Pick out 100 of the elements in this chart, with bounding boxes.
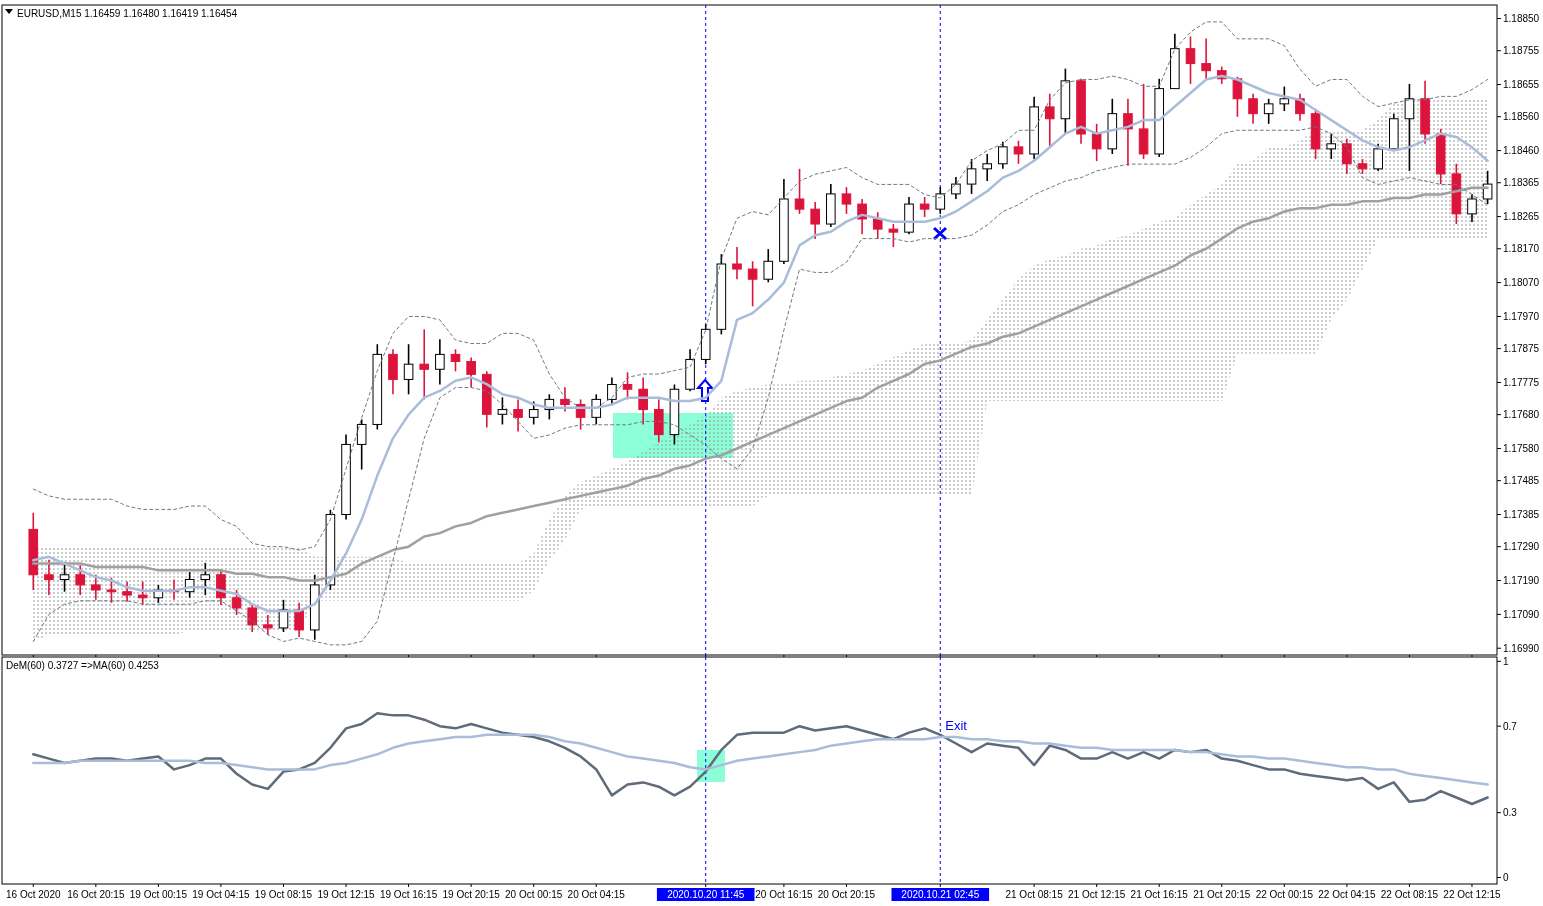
candlestick xyxy=(137,580,148,606)
candlestick xyxy=(1467,193,1477,223)
line-series xyxy=(32,21,1489,551)
line-series xyxy=(32,711,1489,806)
candlestick xyxy=(763,248,774,284)
candlestick xyxy=(435,338,445,386)
candlestick xyxy=(888,223,899,248)
x-tick-label: 19 Oct 08:15 xyxy=(254,889,313,900)
y-tick-label: 1.17090 xyxy=(1503,608,1540,620)
y-tick-label: 1.17970 xyxy=(1503,310,1540,322)
candlestick xyxy=(591,393,602,426)
candlestick xyxy=(200,562,211,596)
x-tick-label: 19 Oct 12:15 xyxy=(317,889,376,900)
candlestick xyxy=(747,260,758,308)
candlestick xyxy=(919,196,930,218)
candlestick xyxy=(466,356,476,389)
x-tick-label: 20 Oct 16:15 xyxy=(755,889,813,900)
y-tick-label: 1.18265 xyxy=(1503,211,1540,223)
x-tick-label: 19 Oct 16:15 xyxy=(379,889,438,900)
y-tick-label: 1.18655 xyxy=(1503,79,1540,91)
candlestick xyxy=(1342,137,1352,175)
candlestick xyxy=(1404,83,1415,172)
y-tick-label: 1.17190 xyxy=(1503,575,1540,587)
candlestick xyxy=(106,577,117,604)
candlestick xyxy=(935,186,946,215)
x-tick-label: 19 Oct 04:15 xyxy=(192,889,250,900)
candlestick xyxy=(44,559,54,596)
x-tick-label: 22 Oct 08:15 xyxy=(1380,889,1439,900)
x-tick-label: 21 Oct 16:15 xyxy=(1130,889,1189,900)
candlestick xyxy=(1279,85,1290,112)
x-tick-label: 2020.10.21 02:45 xyxy=(901,889,980,900)
y-tick-label: 1.18460 xyxy=(1503,145,1540,157)
x-tick-label: 22 Oct 00:15 xyxy=(1255,889,1314,900)
x-tick-label: 22 Oct 04:15 xyxy=(1318,889,1376,900)
y-tick-label: 1.16990 xyxy=(1503,642,1540,654)
candlestick xyxy=(216,569,226,606)
line-series xyxy=(32,733,1489,786)
candlestick xyxy=(122,580,132,603)
annotation: Exit xyxy=(945,718,968,733)
y-tick-label: 1.18365 xyxy=(1503,177,1540,189)
candlestick xyxy=(732,246,742,281)
candlestick xyxy=(497,396,508,426)
candlestick xyxy=(1044,92,1055,148)
y-tick-label: 1.18560 xyxy=(1503,111,1540,123)
candlestick xyxy=(1091,123,1102,162)
x-tick-label: 21 Oct 12:15 xyxy=(1068,889,1126,900)
candlestick xyxy=(1201,37,1211,80)
candlestick xyxy=(1248,92,1258,125)
y-tick-label: 1.17485 xyxy=(1503,475,1540,487)
candlestick xyxy=(998,140,1008,170)
candlestick xyxy=(841,186,852,215)
candlestick xyxy=(1013,139,1024,165)
x-tick-label: 20 Oct 20:15 xyxy=(817,889,876,900)
candlestick xyxy=(982,153,992,182)
candlestick xyxy=(1185,35,1196,85)
x-tick-label: 16 Oct 20:15 xyxy=(67,889,125,900)
candlestick xyxy=(1232,75,1243,118)
candlestick xyxy=(966,158,977,195)
candlestick xyxy=(607,376,617,406)
candlestick xyxy=(513,398,523,433)
y-tick-label: 1.17875 xyxy=(1503,343,1540,355)
x-tick-label: 2020.10.20 11:45 xyxy=(667,889,745,900)
candlestick xyxy=(231,589,242,616)
y-tick-label: 0 xyxy=(1503,872,1509,884)
candlestick xyxy=(450,348,461,373)
chart-title: EURUSD,M15 1.16459 1.16480 1.16419 1.16454 xyxy=(17,8,238,19)
candlestick xyxy=(247,604,258,633)
candlestick xyxy=(872,211,883,240)
y-tick-label: 1.18850 xyxy=(1503,13,1540,25)
x-tick-label: 20 Oct 04:15 xyxy=(567,889,626,900)
y-tick-label: 1.18170 xyxy=(1503,243,1540,255)
candlestick xyxy=(75,564,85,596)
y-tick-label: 0.7 xyxy=(1503,720,1518,732)
candlestick xyxy=(1326,133,1337,160)
candlestick xyxy=(794,168,805,215)
y-tick-label: 1.17680 xyxy=(1503,409,1540,421)
y-tick-label: 1.18755 xyxy=(1503,45,1540,57)
candlestick xyxy=(810,201,820,240)
y-tick-label: 1.17385 xyxy=(1503,509,1540,521)
x-tick-label: 16 Oct 2020 xyxy=(6,889,61,900)
candlestick xyxy=(356,418,367,471)
candlestick xyxy=(294,602,304,638)
x-tick-label: 21 Oct 08:15 xyxy=(1005,889,1064,900)
x-tick-label: 20 Oct 00:15 xyxy=(505,889,563,900)
y-tick-label: 1 xyxy=(1503,655,1509,667)
y-tick-label: 1.17580 xyxy=(1503,442,1540,454)
candlestick xyxy=(528,400,539,426)
candlestick xyxy=(91,573,101,601)
y-tick-label: 1.17775 xyxy=(1503,376,1540,388)
x-tick-label: 19 Oct 00:15 xyxy=(129,889,188,900)
candlestick xyxy=(1263,97,1274,125)
candlestick xyxy=(1123,97,1133,167)
candlestick xyxy=(278,599,289,633)
candlestick xyxy=(951,176,961,200)
x-tick-label: 19 Oct 20:15 xyxy=(442,889,501,900)
candlestick xyxy=(1373,143,1383,172)
candlestick xyxy=(1482,170,1493,205)
candlestick xyxy=(560,386,570,413)
x-tick-label: 21 Oct 20:15 xyxy=(1193,889,1251,900)
y-tick-label: 0.3 xyxy=(1503,807,1518,819)
